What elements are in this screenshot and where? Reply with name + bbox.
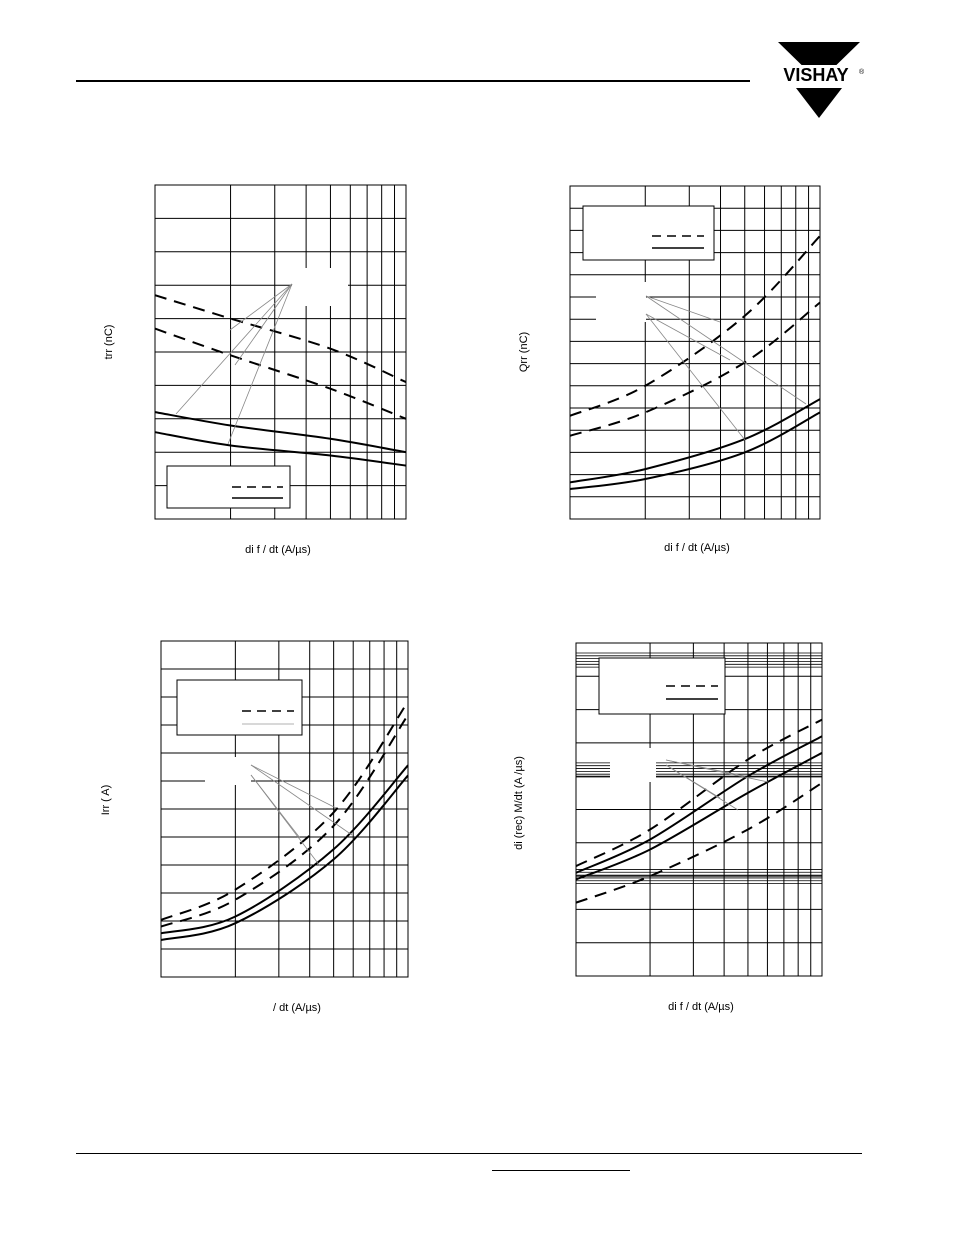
chart-2-ylabel: Qrr (nC) (518, 332, 530, 372)
chart-1-legend (166, 465, 291, 509)
chart-3-ylabel: Irr ( A) (100, 785, 112, 816)
chart-4-legend (598, 657, 726, 715)
chart-3-xlabel: / dt (A/µs) (273, 1002, 321, 1014)
series-line-1 (160, 700, 409, 921)
series-line-2 (575, 735, 823, 874)
chart-2-series (569, 235, 821, 490)
chart-3-legend (176, 679, 303, 736)
chart-1-ylabel: trr (nC) (103, 325, 115, 360)
series-line-3 (160, 764, 409, 935)
chart-3-grid (161, 641, 408, 977)
series-line-1 (569, 235, 821, 417)
chart-2: Qrr (nC) di f / dt (A/µs) (518, 185, 821, 554)
chart-1-annotation (175, 268, 348, 445)
chart-3-annotation (205, 757, 353, 867)
chart-4-annotation (610, 748, 769, 811)
footer-link-underline (492, 1170, 630, 1171)
chart-2-annotation (596, 282, 807, 441)
chart-3: Irr ( A) / dt (A/µs) (100, 640, 409, 1014)
svg-text:®: ® (859, 68, 865, 76)
series-line-1 (575, 718, 823, 867)
chart-2-legend (582, 205, 715, 261)
series-line-4 (569, 411, 821, 490)
vishay-logo: VISHAY ® (768, 40, 868, 122)
series-line-3 (575, 752, 823, 881)
series-line-2 (154, 327, 407, 420)
logo-text: VISHAY (783, 65, 848, 85)
series-line-2 (160, 714, 409, 928)
series-line-2 (569, 301, 821, 437)
series-line-3 (569, 398, 821, 484)
chart-2-xlabel: di f / dt (A/µs) (664, 542, 730, 554)
chart-1: trr (nC) di f / dt (A/µs) (103, 184, 407, 556)
chart-4: di (rec) M/dt (A /µs) di f / dt (A/µs) (513, 642, 823, 1013)
chart-1-series (154, 294, 407, 467)
chart-4-series (575, 718, 823, 904)
header-rule (76, 80, 750, 82)
chart-3-series (160, 700, 409, 941)
series-line-4 (160, 774, 409, 941)
series-line-3 (154, 411, 407, 454)
chart-4-ylabel: di (rec) M/dt (A /µs) (513, 756, 525, 850)
chart-1-xlabel: di f / dt (A/µs) (245, 544, 311, 556)
chart-4-xlabel: di f / dt (A/µs) (668, 1001, 734, 1013)
footer-rule (76, 1153, 862, 1154)
series-line-4 (154, 431, 407, 467)
series-line-1 (154, 294, 407, 384)
